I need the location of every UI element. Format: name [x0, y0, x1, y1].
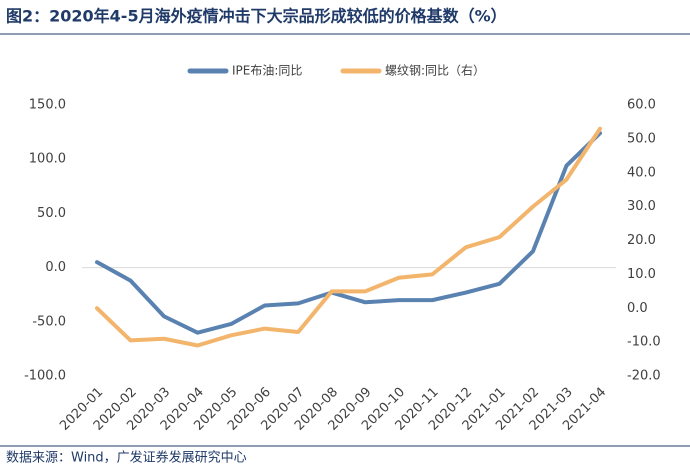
- y-tick-label: 100.0: [29, 152, 66, 167]
- series-line: [95, 126, 602, 348]
- series-line: [95, 131, 602, 335]
- source: 数据来源：Wind，广发证券发展研究中心: [6, 450, 247, 466]
- y2-tick-label: 0.0: [627, 301, 648, 316]
- y-tick-label: 50.0: [37, 206, 66, 221]
- y-tick-label: -50.0: [32, 314, 66, 329]
- y2-tick-label: 50.0: [627, 131, 656, 146]
- y-tick-label: 0.0: [45, 260, 66, 275]
- y2-tick-label: -20.0: [627, 369, 661, 384]
- y-tick-label: 150.0: [29, 98, 66, 113]
- y2-tick-label: 30.0: [627, 199, 656, 214]
- y2-tick-label: 40.0: [627, 165, 656, 180]
- y2-tick-label: 10.0: [627, 267, 656, 282]
- y2-tick-label: 60.0: [627, 98, 656, 113]
- legend-label: IPE布油:同比: [232, 64, 302, 78]
- y2-tick-label: 20.0: [627, 233, 656, 248]
- legend-label: 螺纹钢:同比（右）: [385, 63, 485, 78]
- y-tick-label: -100.0: [24, 369, 66, 384]
- chart-title: 图2：2020年4-5月海外疫情冲击下大宗品形成较低的价格基数（%）: [6, 7, 507, 26]
- y2-tick-label: -10.0: [627, 335, 661, 350]
